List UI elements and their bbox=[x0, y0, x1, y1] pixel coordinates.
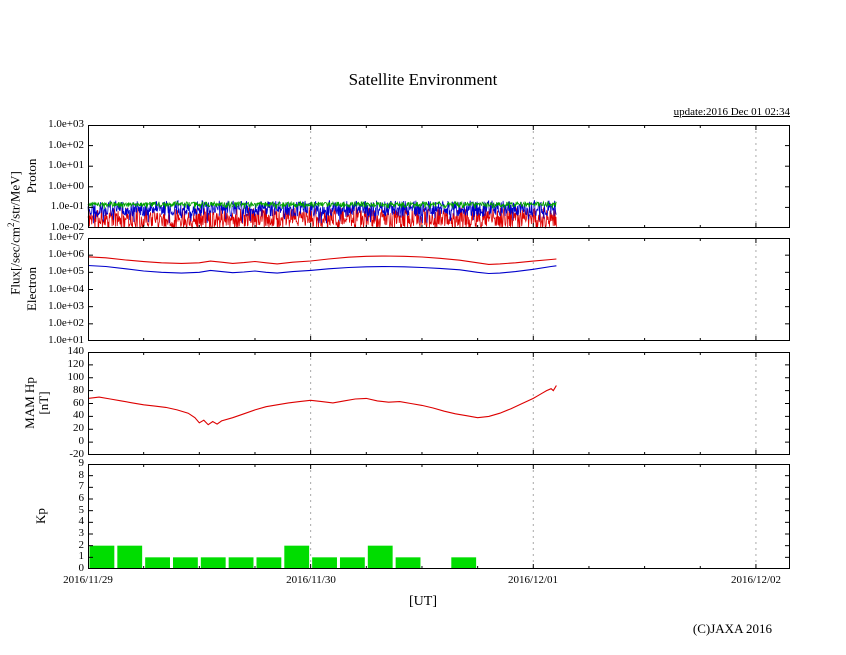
y-tick-label: 1.0e+07 bbox=[48, 231, 84, 243]
y-tick-label: 2 bbox=[78, 538, 85, 551]
y-tick-label: 120 bbox=[67, 357, 85, 370]
y-tick-label: 20 bbox=[73, 422, 84, 435]
kp-bar bbox=[89, 545, 115, 569]
kp-bar bbox=[145, 557, 170, 569]
kp-bar bbox=[256, 557, 282, 569]
kp-bar bbox=[339, 557, 365, 569]
page-title: Satellite Environment bbox=[348, 70, 498, 89]
y-tick-label: 5 bbox=[78, 503, 85, 516]
flux-axis-label-sup: 2 bbox=[6, 222, 16, 227]
y-tick-label: 100 bbox=[67, 370, 85, 383]
copyright-text: (C)JAXA 2016 bbox=[692, 621, 772, 636]
x-tick-label-1129: 2016/11/29 bbox=[63, 574, 113, 586]
proton-channel-green bbox=[87, 200, 557, 210]
y-tick-label: 1.0e+02 bbox=[48, 138, 84, 151]
mam_hp-panel bbox=[87, 352, 790, 455]
x-tick-label-1130: 2016/11/30 bbox=[286, 574, 336, 586]
kp-bar bbox=[228, 557, 254, 569]
kp-bar bbox=[200, 557, 226, 569]
y-tick-label: 0 bbox=[78, 562, 85, 574]
y-tick-label: 80 bbox=[73, 383, 84, 396]
y-tick-label: 140 bbox=[67, 345, 85, 357]
kp-bar bbox=[395, 557, 421, 569]
electron-panel bbox=[87, 238, 790, 341]
y-tick-label: 1.0e+01 bbox=[48, 159, 84, 172]
x-tick-label-1202: 2016/12/02 bbox=[730, 574, 782, 586]
y-tick-label: 1 bbox=[78, 550, 85, 563]
kp-panel bbox=[88, 464, 790, 569]
y-tick-label: 1.0e-01 bbox=[50, 200, 84, 213]
electron-channel-red bbox=[87, 255, 557, 265]
y-tick-label: 3 bbox=[78, 527, 85, 539]
kp-bar bbox=[172, 557, 198, 569]
kp-bar bbox=[284, 545, 310, 569]
y-tick-label: 1.0e+05 bbox=[48, 265, 84, 278]
y-tick-label: 0 bbox=[78, 435, 85, 448]
y-tick-label: 6 bbox=[78, 492, 85, 504]
kp-bar bbox=[117, 545, 143, 569]
panel-border bbox=[88, 352, 790, 455]
x-tick-label-1201: 2016/12/01 bbox=[507, 574, 559, 586]
y-tick-label: 1.0e+01 bbox=[48, 334, 84, 346]
panel-border bbox=[88, 125, 790, 228]
kp-bar bbox=[451, 557, 477, 569]
y-tick-label: 7 bbox=[78, 480, 85, 493]
y-tick-label: 1.0e+06 bbox=[48, 248, 84, 261]
y-tick-label: 40 bbox=[73, 409, 84, 422]
y-tick-label: -20 bbox=[69, 448, 84, 460]
y-tick-label: 9 bbox=[78, 457, 85, 469]
y-tick-label: 1.0e+04 bbox=[48, 282, 84, 295]
y-tick-label: 60 bbox=[73, 396, 84, 409]
y-tick-label: 1.0e+03 bbox=[48, 299, 84, 312]
y-tick-label: 1.0e+03 bbox=[48, 118, 84, 130]
kp-bar bbox=[367, 545, 393, 569]
x-axis-title: [UT] bbox=[409, 594, 437, 609]
y-tick-label: 1.0e+02 bbox=[48, 316, 84, 329]
panel-border bbox=[88, 238, 790, 341]
electron-channel-blue bbox=[87, 264, 557, 275]
y-tick-label: 4 bbox=[78, 515, 85, 528]
kp-bar bbox=[312, 557, 337, 569]
y-tick-label: 8 bbox=[78, 468, 85, 481]
mam-hp bbox=[87, 385, 557, 426]
proton-panel bbox=[87, 125, 790, 230]
y-tick-label: 1.0e+00 bbox=[48, 179, 84, 192]
panel-border bbox=[88, 464, 790, 569]
update-timestamp: update:2016 Dec 01 02:34 bbox=[673, 106, 790, 118]
flux-axis-label: Flux[/sec/cm2/str/MeV] bbox=[6, 133, 22, 333]
y-tick-label: 1.0e-02 bbox=[50, 221, 84, 233]
